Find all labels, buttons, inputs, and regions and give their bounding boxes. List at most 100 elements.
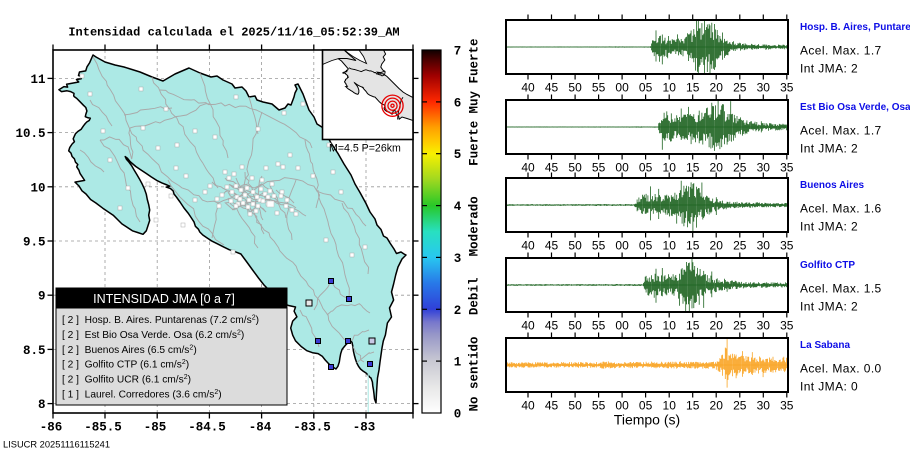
svg-text:Int JMA: 0: Int JMA: 0 [800,380,858,394]
svg-text:55: 55 [592,161,606,175]
svg-text:Acel. Max. 0.0: Acel. Max. 0.0 [800,362,882,376]
svg-text:8.5: 8.5 [23,344,46,358]
svg-text:0: 0 [454,408,462,422]
svg-text:6: 6 [454,96,462,110]
svg-text:La Sabana: La Sabana [800,340,850,351]
svg-text:30: 30 [757,239,771,253]
svg-text:11: 11 [30,73,45,87]
svg-text:[ 2 ] Golfito UCR (6.1 cm/s2): [ 2 ] Golfito UCR (6.1 cm/s2) [62,374,191,386]
svg-text:-84: -84 [249,421,272,435]
svg-text:10.5: 10.5 [15,127,45,141]
svg-text:00: 00 [615,81,629,95]
svg-text:05: 05 [639,319,653,333]
svg-text:10: 10 [663,81,677,95]
svg-text:10: 10 [663,239,677,253]
svg-text:[ 2 ] Est Bio Osa Verde. Osa: [ 2 ] Est Bio Osa Verde. Osa (6.2 cm/s2) [62,329,244,341]
svg-text:45: 45 [545,81,559,95]
svg-text:50: 50 [568,239,582,253]
svg-text:LISUCR 20251116115241: LISUCR 20251116115241 [3,440,110,450]
svg-text:Acel. Max. 1.7: Acel. Max. 1.7 [800,44,882,58]
svg-text:Fuerte: Fuerte [468,121,482,166]
svg-text:-85: -85 [144,421,167,435]
svg-text:20: 20 [710,399,724,413]
svg-text:35: 35 [780,399,794,413]
svg-text:00: 00 [615,399,629,413]
svg-text:15: 15 [686,319,700,333]
svg-text:05: 05 [639,161,653,175]
svg-text:20: 20 [710,161,724,175]
svg-text:25: 25 [733,239,747,253]
svg-text:25: 25 [733,319,747,333]
svg-text:Acel. Max. 1.7: Acel. Max. 1.7 [800,124,882,138]
svg-text:30: 30 [757,399,771,413]
svg-text:55: 55 [592,399,606,413]
svg-text:50: 50 [568,81,582,95]
svg-text:15: 15 [686,81,700,95]
svg-text:2: 2 [454,304,462,318]
svg-text:-83: -83 [353,421,376,435]
svg-text:Tiempo (s): Tiempo (s) [614,412,680,428]
svg-text:45: 45 [545,399,559,413]
svg-text:45: 45 [545,319,559,333]
svg-text:10: 10 [663,399,677,413]
svg-text:-85.5: -85.5 [84,421,122,435]
svg-text:35: 35 [780,161,794,175]
svg-text:1: 1 [454,356,462,370]
svg-text:10: 10 [30,181,45,195]
svg-text:Int JMA: 2: Int JMA: 2 [800,142,858,156]
svg-text:Muy Fuerte: Muy Fuerte [468,38,482,113]
svg-text:55: 55 [592,81,606,95]
svg-text:9.5: 9.5 [23,236,46,250]
svg-text:5: 5 [454,148,462,162]
svg-text:15: 15 [686,399,700,413]
svg-text:4: 4 [454,200,462,214]
svg-text:[ 2 ] Hosp. B. Aires. Puntare: [ 2 ] Hosp. B. Aires. Puntarenas (7.2 cm… [62,315,259,327]
svg-text:Moderado: Moderado [468,196,482,256]
svg-text:00: 00 [615,319,629,333]
svg-text:No sentido: No sentido [468,336,482,411]
svg-text:[ 2 ] Buenos Aires (6.5 cm/s2: [ 2 ] Buenos Aires (6.5 cm/s2) [62,344,197,356]
svg-text:25: 25 [733,81,747,95]
svg-text:-84.5: -84.5 [188,421,226,435]
svg-text:35: 35 [780,81,794,95]
svg-text:INTENSIDAD JMA [0 a 7]: INTENSIDAD JMA [0 a 7] [93,292,235,306]
svg-text:40: 40 [521,161,535,175]
svg-text:15: 15 [686,161,700,175]
svg-text:50: 50 [568,161,582,175]
svg-text:9: 9 [38,290,46,304]
svg-text:05: 05 [639,239,653,253]
svg-text:[ 1 ] Laurel. Corredores (3.6: [ 1 ] Laurel. Corredores (3.6 cm/s2) [62,389,222,401]
svg-text:Hosp. B. Aires, Puntarenas: Hosp. B. Aires, Puntarenas [800,22,910,33]
svg-text:15: 15 [686,239,700,253]
svg-text:35: 35 [780,319,794,333]
svg-text:40: 40 [521,239,535,253]
svg-text:25: 25 [733,399,747,413]
svg-text:05: 05 [639,399,653,413]
svg-text:10: 10 [663,319,677,333]
svg-text:30: 30 [757,161,771,175]
svg-text:Est Bio Osa Verde, Osa: Est Bio Osa Verde, Osa [800,102,910,113]
svg-text:05: 05 [639,81,653,95]
svg-text:20: 20 [710,239,724,253]
svg-text:8: 8 [38,398,46,412]
svg-text:[ 2 ] Golfito CTP (6.1 cm/s2): [ 2 ] Golfito CTP (6.1 cm/s2) [62,359,189,371]
svg-text:Buenos Aires: Buenos Aires [800,180,865,191]
svg-text:45: 45 [545,239,559,253]
svg-text:3: 3 [454,252,462,266]
svg-text:20: 20 [710,319,724,333]
svg-text:45: 45 [545,161,559,175]
svg-text:40: 40 [521,81,535,95]
svg-text:55: 55 [592,239,606,253]
svg-text:35: 35 [780,239,794,253]
svg-text:Acel. Max. 1.6: Acel. Max. 1.6 [800,202,882,216]
svg-text:55: 55 [592,319,606,333]
svg-text:50: 50 [568,319,582,333]
svg-text:Golfito CTP: Golfito CTP [800,260,855,271]
svg-text:-86: -86 [40,421,63,435]
svg-text:Int JMA: 2: Int JMA: 2 [800,220,858,234]
svg-text:7: 7 [454,45,462,59]
svg-text:Debil: Debil [468,278,482,316]
svg-text:30: 30 [757,319,771,333]
svg-text:Intensidad calculada el 2025/1: Intensidad calculada el 2025/11/16_05:52… [68,26,399,40]
svg-text:Acel. Max. 1.5: Acel. Max. 1.5 [800,282,882,296]
